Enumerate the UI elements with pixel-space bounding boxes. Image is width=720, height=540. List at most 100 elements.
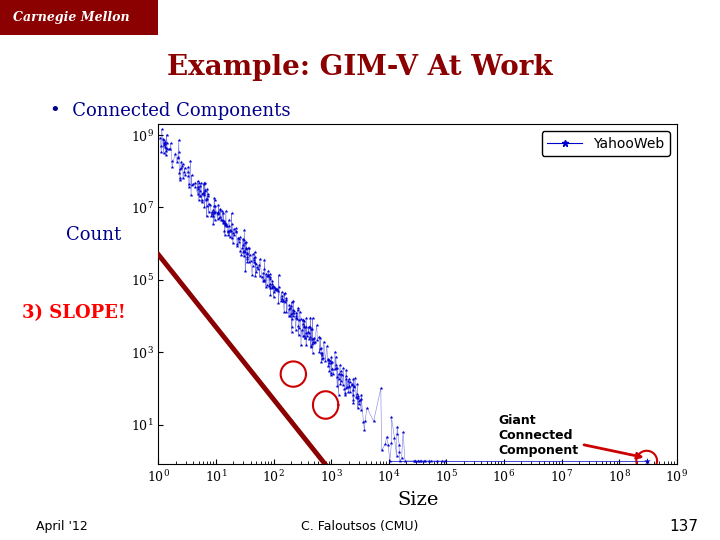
Point — [186, 180, 197, 189]
Point — [368, 417, 379, 426]
Point — [226, 234, 238, 242]
Point — [399, 457, 410, 465]
Point — [260, 282, 271, 291]
Point — [248, 257, 260, 266]
Point — [284, 312, 296, 320]
Point — [330, 353, 342, 361]
Point — [161, 144, 172, 153]
Point — [159, 143, 171, 152]
Point — [208, 208, 220, 217]
Text: 137: 137 — [670, 519, 698, 534]
Point — [212, 209, 224, 218]
Point — [208, 207, 220, 216]
Text: C. Faloutsos (CMU): C. Faloutsos (CMU) — [301, 520, 419, 533]
Point — [327, 370, 338, 379]
Point — [238, 252, 250, 260]
Point — [412, 457, 423, 465]
Point — [160, 139, 171, 148]
Point — [344, 388, 356, 396]
Point — [182, 163, 194, 171]
Point — [219, 219, 230, 227]
Point — [199, 186, 211, 194]
Point — [297, 315, 308, 324]
Point — [291, 308, 302, 317]
Point — [212, 215, 223, 224]
Point — [157, 135, 168, 144]
Point — [192, 183, 204, 191]
Point — [292, 315, 303, 323]
Point — [337, 381, 348, 389]
Point — [247, 249, 258, 258]
Point — [326, 357, 338, 366]
Point — [239, 248, 251, 256]
Point — [348, 382, 360, 391]
Point — [303, 323, 315, 332]
Point — [266, 284, 278, 292]
Point — [198, 191, 210, 199]
Point — [300, 328, 312, 337]
Point — [220, 221, 232, 230]
Point — [321, 342, 333, 350]
Point — [199, 179, 210, 187]
Point — [217, 207, 228, 215]
Point — [305, 313, 316, 322]
Point — [323, 361, 334, 370]
Point — [261, 281, 273, 289]
Point — [232, 233, 243, 242]
Point — [308, 333, 320, 342]
Point — [177, 174, 189, 183]
Point — [201, 212, 212, 221]
Point — [437, 457, 449, 465]
Point — [409, 457, 420, 465]
Point — [298, 332, 310, 340]
Point — [335, 367, 346, 376]
Point — [201, 202, 212, 211]
Point — [194, 192, 206, 201]
Point — [330, 361, 342, 370]
Point — [161, 144, 173, 153]
Point — [206, 211, 217, 220]
Point — [165, 139, 176, 147]
Point — [305, 322, 316, 331]
Point — [258, 264, 270, 273]
Point — [414, 457, 426, 465]
Point — [359, 426, 370, 435]
Point — [331, 382, 343, 390]
Point — [325, 357, 336, 366]
Point — [285, 301, 297, 310]
Point — [248, 255, 259, 264]
Point — [273, 271, 284, 279]
Point — [216, 216, 228, 225]
Point — [220, 218, 231, 227]
Point — [271, 286, 282, 294]
Point — [209, 196, 220, 205]
X-axis label: Size: Size — [397, 491, 438, 509]
Point — [196, 196, 207, 205]
Point — [326, 364, 338, 373]
Point — [193, 178, 204, 187]
Text: Giant
Connected
Component: Giant Connected Component — [498, 414, 641, 458]
Point — [307, 349, 318, 357]
Point — [254, 272, 266, 280]
Point — [281, 308, 292, 316]
Point — [277, 296, 289, 305]
Point — [161, 138, 172, 147]
Point — [286, 314, 297, 323]
Point — [158, 139, 170, 147]
Point — [394, 457, 405, 465]
Point — [156, 125, 168, 134]
Text: Example: GIM-V At Work: Example: GIM-V At Work — [167, 54, 553, 81]
Point — [172, 152, 184, 161]
Point — [225, 227, 237, 235]
Point — [209, 201, 220, 210]
Point — [237, 234, 248, 243]
Point — [252, 265, 264, 274]
Point — [215, 213, 226, 222]
Point — [323, 359, 335, 367]
Point — [273, 282, 284, 291]
Point — [237, 244, 248, 252]
Point — [335, 370, 346, 379]
Point — [286, 298, 297, 306]
Point — [352, 404, 364, 413]
Point — [354, 396, 366, 404]
